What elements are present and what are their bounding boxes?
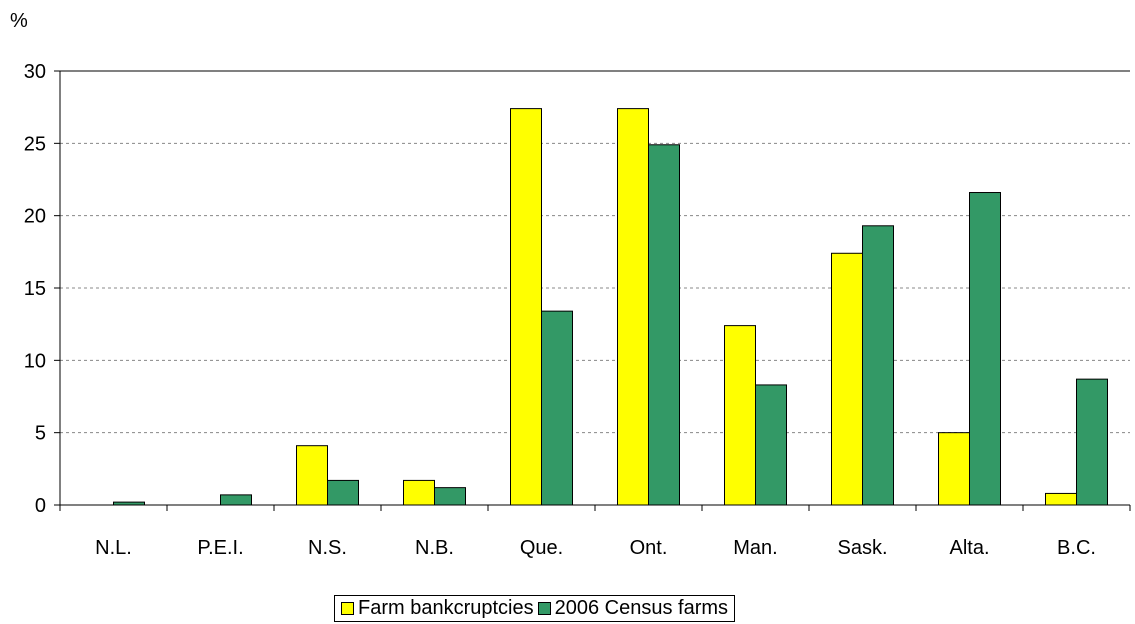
legend-label: Farm bankcruptcies [358,597,534,619]
y-axis-unit-label: % [10,10,28,32]
y-tick-label: 15 [24,278,46,300]
bar-farm-bankruptcies [1045,492,1077,506]
bar-farm-bankruptcies [831,252,863,506]
legend-item-bankruptcies: Farm bankcruptcies [341,597,534,620]
y-tick-label: 10 [24,350,46,372]
y-tick-label: 25 [24,133,46,155]
x-tick-label: Alta. [949,537,989,559]
bar-census-farms [327,479,359,506]
bar-farm-bankruptcies [724,325,756,506]
bar-farm-bankruptcies [617,108,649,506]
bar-census-farms [969,192,1001,506]
x-tick-label: N.B. [415,537,454,559]
y-tick-label: 20 [24,206,46,228]
bar-census-farms [648,144,680,506]
bar-farm-bankruptcies [403,479,435,506]
bar-farm-bankruptcies [938,432,970,506]
x-tick-labels: N.L. P.E.I. N.S. N.B. Que. Ont. Man. Sask. Alta.… [95,537,1096,559]
y-tick-label: 30 [24,61,46,83]
bar-census-farms [862,225,894,506]
bar-census-farms [755,384,787,506]
bars [113,108,1108,506]
legend-item-census-farms: 2006 Census farms [537,597,729,620]
legend-label: 2006 Census farms [554,597,729,619]
bar-census-farms [220,494,252,506]
x-tick-label: B.C. [1057,537,1096,559]
x-tick-label: N.L. [95,537,132,559]
bar-farm-bankruptcies [510,108,542,506]
legend-swatch-yellow [341,602,354,615]
x-tick-label: Sask. [837,537,887,559]
bar-census-farms [434,487,466,506]
bar-census-farms [1076,378,1108,506]
bar-farm-bankruptcies [296,445,328,506]
x-tick-label: Que. [520,537,563,559]
bar-chart: % 0 5 10 15 20 25 30 N.L. P.E.I. N.S. N.B. Que. Ont… [10,10,1131,559]
y-tick-label: 5 [35,423,46,445]
axes [54,70,1131,511]
legend-swatch-green [537,602,551,615]
y-tick-label: 0 [35,495,46,517]
x-tick-label: Man. [733,537,777,559]
x-tick-label: P.E.I. [197,537,243,559]
x-tick-label: Ont. [630,537,668,559]
x-tick-label: N.S. [308,537,347,559]
gridlines [60,70,1130,434]
legend: Farm bankcruptcies 2006 Census farms [334,595,736,622]
y-tick-labels: 0 5 10 15 20 25 30 [24,61,46,517]
bar-census-farms [541,310,573,506]
